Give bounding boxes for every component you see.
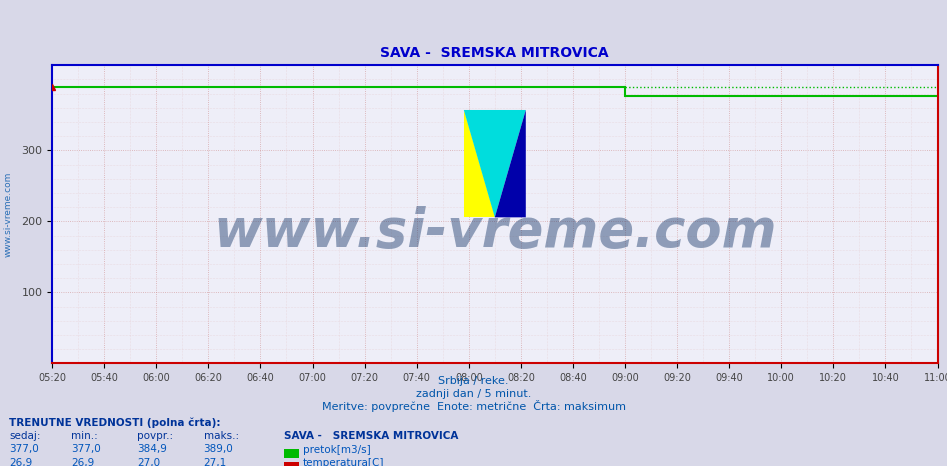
Text: 389,0: 389,0 [204,445,233,454]
Text: 377,0: 377,0 [9,445,39,454]
Text: sedaj:: sedaj: [9,432,41,441]
Text: TRENUTNE VREDNOSTI (polna črta):: TRENUTNE VREDNOSTI (polna črta): [9,418,221,428]
Text: Srbija / reke.: Srbija / reke. [438,377,509,386]
Text: 27,0: 27,0 [137,458,160,466]
Text: Meritve: povprečne  Enote: metrične  Črta: maksimum: Meritve: povprečne Enote: metrične Črta:… [321,400,626,411]
Text: SAVA -   SREMSKA MITROVICA: SAVA - SREMSKA MITROVICA [284,432,458,441]
Text: zadnji dan / 5 minut.: zadnji dan / 5 minut. [416,389,531,399]
Title: SAVA -  SREMSKA MITROVICA: SAVA - SREMSKA MITROVICA [381,46,609,60]
Text: maks.:: maks.: [204,432,239,441]
Text: www.si-vreme.com: www.si-vreme.com [213,206,777,258]
Polygon shape [464,110,526,217]
Text: 27,1: 27,1 [204,458,227,466]
Text: min.:: min.: [71,432,98,441]
Text: pretok[m3/s]: pretok[m3/s] [303,445,371,455]
Text: www.si-vreme.com: www.si-vreme.com [4,171,13,257]
Polygon shape [495,110,526,217]
Text: 26,9: 26,9 [71,458,95,466]
Polygon shape [464,110,495,217]
Text: povpr.:: povpr.: [137,432,173,441]
Text: 377,0: 377,0 [71,445,100,454]
Text: 384,9: 384,9 [137,445,168,454]
Text: temperatura[C]: temperatura[C] [303,459,384,466]
Text: 26,9: 26,9 [9,458,33,466]
